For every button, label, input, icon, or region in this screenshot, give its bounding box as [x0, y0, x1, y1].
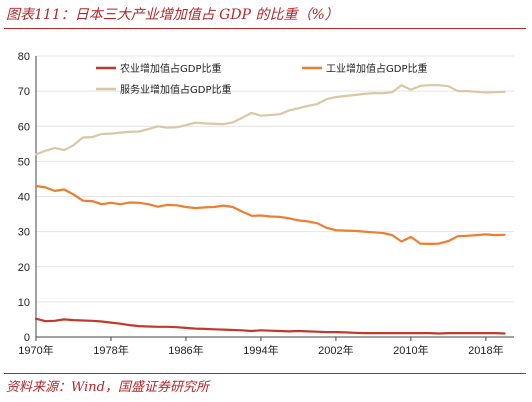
x-tick-label: 1994年	[243, 343, 278, 357]
series-line-3	[34, 84, 506, 156]
y-tick-label: 70	[18, 86, 30, 98]
series-line-2	[34, 184, 506, 245]
x-tick-label: 2010年	[393, 343, 428, 357]
y-tick-label: 40	[18, 192, 30, 204]
x-tick-label: 2002年	[318, 343, 353, 357]
x-tick-label: 1978年	[93, 343, 128, 357]
y-tick-label: 80	[18, 51, 30, 63]
gridlines	[36, 55, 514, 338]
x-tick-label: 2018年	[468, 343, 503, 357]
line-chart: 0 10 20 30 40 50 60 70 80 1970年 1978年 1986年 1994年 200…	[18, 51, 514, 357]
series-lines	[34, 84, 506, 335]
series-line-1	[34, 317, 506, 335]
x-tick-label: 1970年	[18, 343, 53, 357]
y-tick-label: 0	[24, 332, 30, 344]
source-note: 资料来源：Wind，国盛证券研究所	[6, 380, 209, 395]
y-tick-label: 60	[18, 121, 30, 133]
figure-caption: 图表111：日本三大产业增加值占 GDP 的比重（%）	[6, 7, 339, 23]
source-divider	[4, 373, 526, 374]
y-tick-label: 10	[18, 297, 30, 309]
caption-divider	[4, 28, 526, 29]
legend-label-3: 服务业增加值占GDP比重	[120, 83, 231, 96]
legend-label-1: 农业增加值占GDP比重	[120, 62, 221, 75]
y-tick-label: 20	[18, 262, 30, 274]
y-tick-label: 30	[18, 227, 30, 239]
axes: 0 10 20 30 40 50 60 70 80 1970年 1978年 1986年 1994年 200…	[18, 51, 514, 357]
legend-label-2: 工业增加值占GDP比重	[326, 62, 427, 75]
x-tick-label: 1986年	[168, 343, 203, 357]
y-tick-label: 50	[18, 156, 30, 168]
